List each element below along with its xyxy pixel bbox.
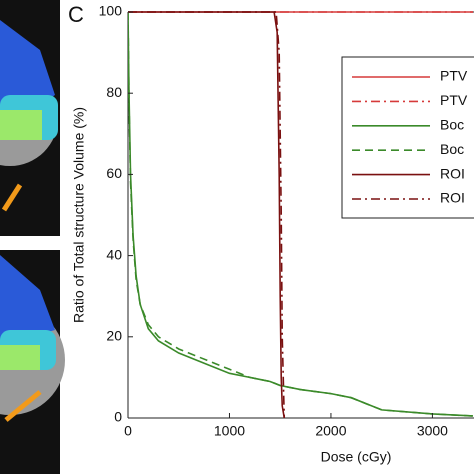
series-line <box>128 11 474 417</box>
legend-label: Boc <box>440 141 464 157</box>
legend-label: ROI <box>440 190 465 206</box>
dose-images <box>0 0 65 474</box>
y-tick-label: 60 <box>106 165 122 181</box>
y-tick-label: 100 <box>99 3 123 19</box>
x-tick-label: 3000 <box>417 423 448 439</box>
x-tick-label: 2000 <box>315 423 346 439</box>
x-axis-label: Dose (cGy) <box>321 449 392 465</box>
plot-area <box>128 11 474 419</box>
y-tick-label: 40 <box>106 246 122 262</box>
y-tick-label: 80 <box>106 84 122 100</box>
y-tick-label: 20 <box>106 328 122 344</box>
legend-label: PTV <box>440 92 468 108</box>
y-axis-label: Ratio of Total structure Volume (%) <box>71 107 87 323</box>
panel-label: C <box>68 2 84 27</box>
series-line <box>128 11 286 419</box>
legend-label: ROI <box>440 165 465 181</box>
y-tick-label: 0 <box>114 409 122 425</box>
legend-label: PTV <box>440 68 468 84</box>
x-tick-label: 1000 <box>214 423 245 439</box>
series-line <box>128 11 286 419</box>
x-tick-label: 0 <box>124 423 132 439</box>
legend-label: Boc <box>440 117 464 133</box>
legend-box <box>341 56 474 219</box>
series-line <box>128 11 474 417</box>
